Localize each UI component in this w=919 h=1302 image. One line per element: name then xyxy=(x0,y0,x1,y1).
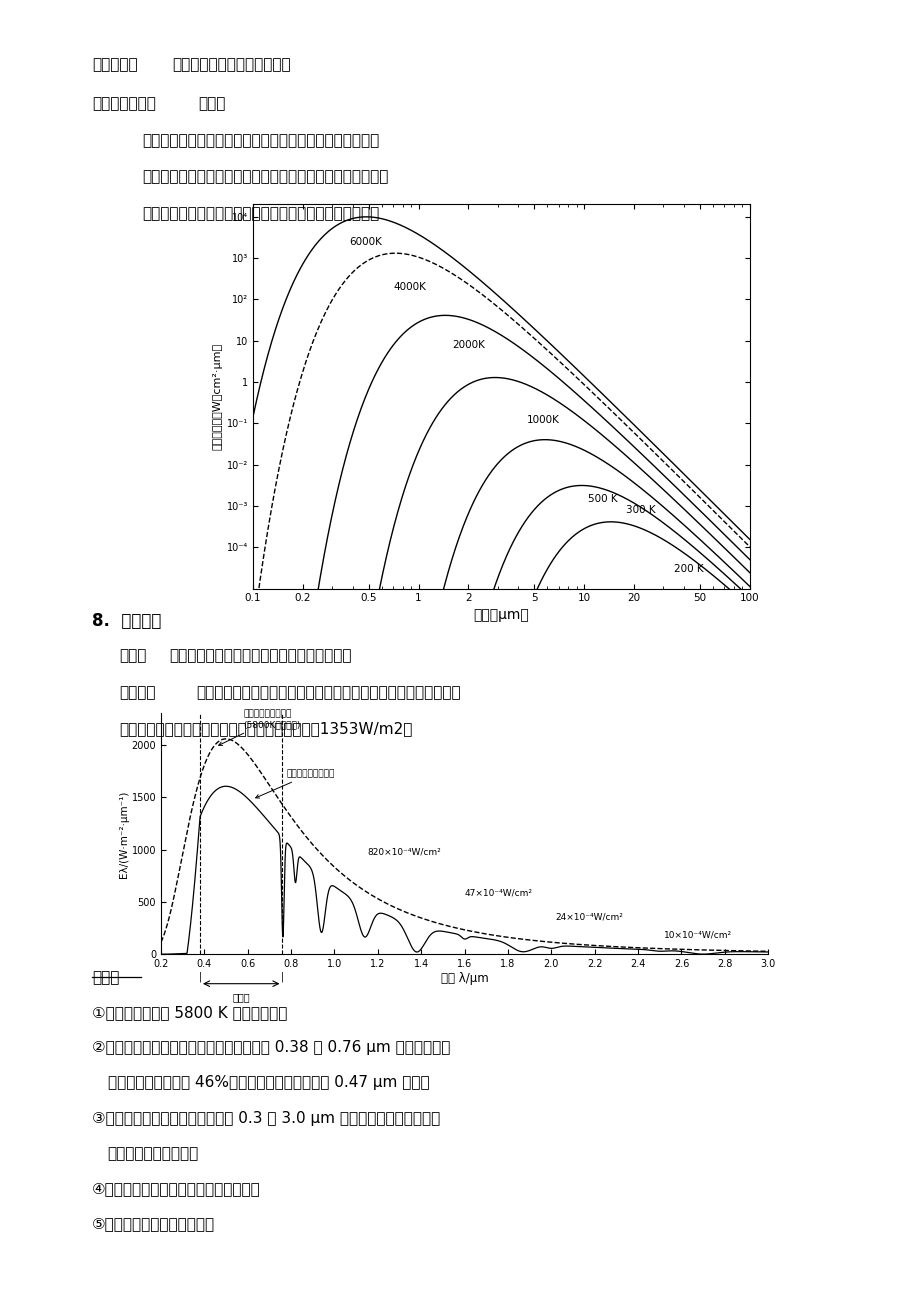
Text: 太阳常数: 太阳常数 xyxy=(119,685,156,700)
X-axis label: 波长 λ/μm: 波长 λ/μm xyxy=(440,973,488,986)
Text: 大气上界太阳辐照度
(5800K黑体辐射): 大气上界太阳辐照度 (5800K黑体辐射) xyxy=(219,710,301,745)
Text: 特点：: 特点： xyxy=(92,970,119,986)
Text: 820×10⁻⁴W/cm²: 820×10⁻⁴W/cm² xyxy=(367,848,440,857)
Text: 300 K: 300 K xyxy=(626,505,655,514)
Text: 占太阳辐射总能量的 46%，最大辐射强度位于波长 0.47 μm 左右；: 占太阳辐射总能量的 46%，最大辐射强度位于波长 0.47 μm 左右； xyxy=(108,1075,429,1091)
Text: |: | xyxy=(280,971,284,982)
Text: 6000K: 6000K xyxy=(348,237,381,246)
Text: 光、近红外和中红外；: 光、近红外和中红外； xyxy=(108,1146,199,1161)
Y-axis label: Eλ/(W·m⁻²·μm⁻¹): Eλ/(W·m⁻²·μm⁻¹) xyxy=(119,790,129,878)
Text: 黑体辐射：: 黑体辐射： xyxy=(92,57,138,73)
Text: 24×10⁻⁴W/cm²: 24×10⁻⁴W/cm² xyxy=(555,913,623,922)
Text: 温度越高，总的辐射通量密度越大，不同温度的曲线不同。: 温度越高，总的辐射通量密度越大，不同温度的曲线不同。 xyxy=(142,133,380,148)
Text: ⑤各波段的衰减是不均衡的；: ⑤各波段的衰减是不均衡的； xyxy=(92,1216,215,1232)
Text: 随着温度的升高，辐射最大値所对应的波长向短波方向移动。: 随着温度的升高，辐射最大値所对应的波长向短波方向移动。 xyxy=(142,169,389,185)
Text: 47×10⁻⁴W/cm²: 47×10⁻⁴W/cm² xyxy=(464,889,532,897)
Y-axis label: 光谱辐照度（W／cm²·μm）: 光谱辐照度（W／cm²·μm） xyxy=(212,342,222,450)
Text: 辐射通量密度随波长连续变化，每条曲线只有一个最大値。: 辐射通量密度随波长连续变化，每条曲线只有一个最大値。 xyxy=(142,206,380,221)
Text: 单位面积单位时间黑体所接受的太阳辐射能量。（1353W/m2）: 单位面积单位时间黑体所接受的太阳辐射能量。（1353W/m2） xyxy=(119,721,413,737)
Text: 特性：: 特性： xyxy=(198,96,225,112)
Text: |: | xyxy=(199,971,201,982)
Text: 太阳是被动遥感主要的辐射源，又叫太阳光。: 太阳是被动遥感主要的辐射源，又叫太阳光。 xyxy=(169,648,351,664)
Text: 8.  太阳辐射: 8. 太阳辐射 xyxy=(92,612,161,630)
Text: 500 K: 500 K xyxy=(587,493,617,504)
Text: 可见光: 可见光 xyxy=(233,992,250,1003)
Text: 200 K: 200 K xyxy=(674,564,703,574)
Text: 不受大气影响，在距太阳一个天文单位内，垂直于太阳辐射方向，: 不受大气影响，在距太阳一个天文单位内，垂直于太阳辐射方向， xyxy=(196,685,460,700)
Text: 1000K: 1000K xyxy=(527,415,559,424)
X-axis label: 波长（μm）: 波长（μm） xyxy=(473,608,528,621)
Text: 4000K: 4000K xyxy=(392,283,425,292)
Text: 2000K: 2000K xyxy=(452,340,484,350)
Text: ④经过大气层的太阳辐射有很大的衰减；: ④经过大气层的太阳辐射有很大的衰减； xyxy=(92,1181,260,1197)
Text: ③到达地面的太阳辐射主要集中在 0.3 ～ 3.0 μm 波段，包括近紫外、可见: ③到达地面的太阳辐射主要集中在 0.3 ～ 3.0 μm 波段，包括近紫外、可见 xyxy=(92,1111,440,1126)
Text: 黑体辐射的三个: 黑体辐射的三个 xyxy=(92,96,155,112)
Text: ②太阳辐射的能量主要集中在可见光，其中 0.38 ～ 0.76 μm 的可见光能量: ②太阳辐射的能量主要集中在可见光，其中 0.38 ～ 0.76 μm 的可见光能… xyxy=(92,1040,450,1056)
Text: 海平面上太阳辐照度: 海平面上太阳辐照度 xyxy=(255,769,335,798)
Text: 黑体的热辐射称为黑体辐射。: 黑体的热辐射称为黑体辐射。 xyxy=(172,57,290,73)
Text: 10×10⁻⁴W/cm²: 10×10⁻⁴W/cm² xyxy=(664,931,732,940)
Text: 概念：: 概念： xyxy=(119,648,147,664)
Text: ①太阳光谱相当于 5800 K 的黑体辐射；: ①太阳光谱相当于 5800 K 的黑体辐射； xyxy=(92,1005,287,1021)
